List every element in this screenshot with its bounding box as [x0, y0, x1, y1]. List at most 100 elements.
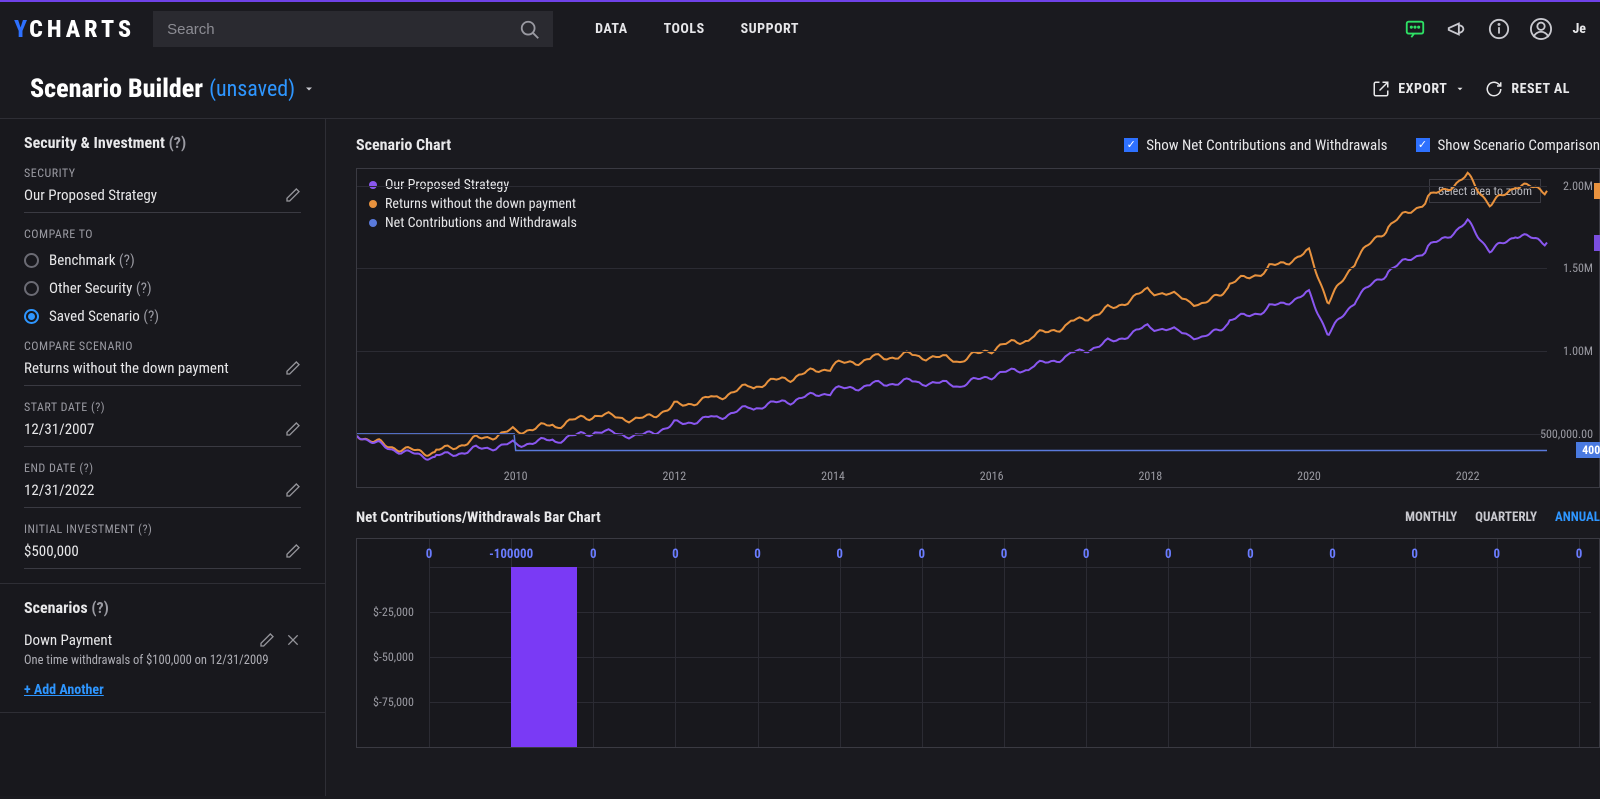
search-icon[interactable]: [519, 19, 541, 41]
freq-tab-quarterly[interactable]: QUARTERLY: [1475, 510, 1537, 525]
y-tick: 2.00M: [1563, 179, 1593, 193]
reset-icon: [1485, 80, 1503, 98]
bar-value-label: 0: [1576, 547, 1583, 562]
megaphone-icon[interactable]: [1446, 18, 1468, 40]
edit-icon[interactable]: [285, 360, 301, 376]
info-icon[interactable]: [1488, 18, 1510, 40]
bar-value-label: -100000: [489, 547, 533, 562]
end-date-value[interactable]: 12/31/2022: [24, 481, 94, 499]
bar-value-label: 0: [919, 547, 926, 562]
value-tag: 400,000.00: [1576, 442, 1600, 458]
scenario-name[interactable]: Down Payment: [24, 631, 112, 649]
bar-chart-title: Net Contributions/Withdrawals Bar Chart: [356, 508, 601, 526]
logo-y: Y: [14, 15, 31, 43]
avatar-icon[interactable]: [1530, 18, 1552, 40]
user-initial[interactable]: Je: [1572, 21, 1586, 37]
radio-benchmark[interactable]: Benchmark (?): [24, 251, 301, 269]
compare-scenario-value[interactable]: Returns without the down payment: [24, 359, 229, 377]
search-input[interactable]: [153, 11, 553, 47]
bar-value-label: 0: [1247, 547, 1254, 562]
bar-value-label: 0: [1411, 547, 1418, 562]
freq-tab-monthly[interactable]: MONTHLY: [1405, 510, 1457, 525]
scenario-chart-title: Scenario Chart: [356, 135, 451, 154]
freq-tab-annual[interactable]: ANNUAL: [1555, 510, 1600, 525]
security-label: SECURITY: [24, 166, 301, 180]
security-value[interactable]: Our Proposed Strategy: [24, 186, 157, 204]
reset-button[interactable]: RESET AL: [1485, 80, 1570, 98]
radio-other-security[interactable]: Other Security (?): [24, 279, 301, 297]
bar-value-label: 0: [1165, 547, 1172, 562]
x-tick: 2012: [662, 469, 686, 483]
main-area: Scenario Chart ✓Show Net Contributions a…: [326, 119, 1600, 796]
x-tick: 2022: [1456, 469, 1480, 483]
scenario-description: One time withdrawals of $100,000 on 12/3…: [24, 653, 301, 668]
export-icon: [1372, 80, 1390, 98]
check-scenario-comp[interactable]: ✓Show Scenario Comparison: [1416, 136, 1600, 154]
bar: [511, 567, 577, 747]
bar-value-label: 0: [426, 547, 433, 562]
radio-icon: [24, 281, 39, 296]
edit-icon[interactable]: [259, 632, 275, 648]
bar-y-tick: $-25,000: [373, 605, 414, 619]
close-icon[interactable]: [285, 632, 301, 648]
value-tag: 1.656M: [1594, 235, 1600, 251]
y-tick: 1.00M: [1563, 344, 1593, 358]
compare-scenario-label: COMPARE SCENARIO: [24, 339, 301, 353]
bar-value-label: 0: [836, 547, 843, 562]
export-label: EXPORT: [1398, 81, 1447, 97]
top-icons: Je: [1404, 18, 1586, 40]
nav-link-support[interactable]: SUPPORT: [741, 21, 799, 37]
section-scenarios-title: Scenarios (?): [24, 598, 109, 617]
logo[interactable]: Y CHARTS: [14, 15, 135, 43]
start-date-value[interactable]: 12/31/2007: [24, 420, 94, 438]
y-tick: 1.50M: [1563, 261, 1593, 275]
check-net-contrib[interactable]: ✓Show Net Contributions and Withdrawals: [1124, 136, 1387, 154]
bar-value-label: 0: [590, 547, 597, 562]
bar-value-label: 0: [754, 547, 761, 562]
bar-frequency-tabs: MONTHLY QUARTERLY ANNUAL: [1405, 510, 1600, 525]
bar-chart[interactable]: $-25,000 $-50,000 $-75,000 0 -100000 0 0 0 0 0 0 0 0…: [356, 538, 1600, 748]
radio-saved-scenario[interactable]: Saved Scenario (?): [24, 307, 301, 325]
edit-icon[interactable]: [285, 187, 301, 203]
add-another-link[interactable]: + Add Another: [24, 682, 104, 698]
edit-icon[interactable]: [285, 482, 301, 498]
radio-icon: [24, 253, 39, 268]
scenario-chart[interactable]: Our Proposed StrategyReturns without the…: [356, 168, 1600, 488]
bar-value-label: 0: [1494, 547, 1501, 562]
x-tick: 2016: [980, 469, 1004, 483]
chevron-down-icon: [1455, 84, 1465, 94]
chevron-down-icon[interactable]: [303, 83, 315, 95]
bar-value-label: 0: [1329, 547, 1336, 562]
left-panel: Security & Investment (?) SECURITY Our P…: [0, 119, 326, 796]
x-tick: 2020: [1297, 469, 1321, 483]
x-tick: 2010: [504, 469, 528, 483]
bar-value-label: 0: [1083, 547, 1090, 562]
page-title: Scenario Builder: [30, 74, 203, 104]
nav-link-data[interactable]: DATA: [595, 21, 627, 37]
bar-y-tick: $-50,000: [373, 650, 414, 664]
nav-links: DATA TOOLS SUPPORT: [595, 21, 799, 37]
edit-icon[interactable]: [285, 543, 301, 559]
bar-value-label: 0: [672, 547, 679, 562]
start-date-label: START DATE (?): [24, 400, 301, 414]
bar-value-label: 0: [1001, 547, 1008, 562]
edit-icon[interactable]: [285, 421, 301, 437]
reset-label: RESET AL: [1511, 81, 1570, 97]
x-tick: 2018: [1138, 469, 1162, 483]
bar-y-tick: $-75,000: [373, 695, 414, 709]
initial-investment-value[interactable]: $500,000: [24, 542, 79, 560]
chat-icon[interactable]: [1404, 18, 1426, 40]
value-tag: 1.968M: [1594, 183, 1600, 199]
compare-to-label: COMPARE TO: [24, 227, 301, 241]
page-header: Scenario Builder (unsaved) EXPORT RESET …: [0, 56, 1600, 119]
page-status[interactable]: (unsaved): [209, 77, 295, 102]
y-tick: 500,000.00: [1540, 427, 1593, 441]
export-button[interactable]: EXPORT: [1372, 80, 1465, 98]
nav-link-tools[interactable]: TOOLS: [664, 21, 705, 37]
logo-text: CHARTS: [29, 15, 135, 43]
radio-icon: [24, 309, 39, 324]
search-wrapper: [153, 11, 553, 47]
section-security-title: Security & Investment (?): [24, 133, 186, 152]
end-date-label: END DATE (?): [24, 461, 301, 475]
top-nav: Y CHARTS DATA TOOLS SUPPORT Je: [0, 2, 1600, 56]
